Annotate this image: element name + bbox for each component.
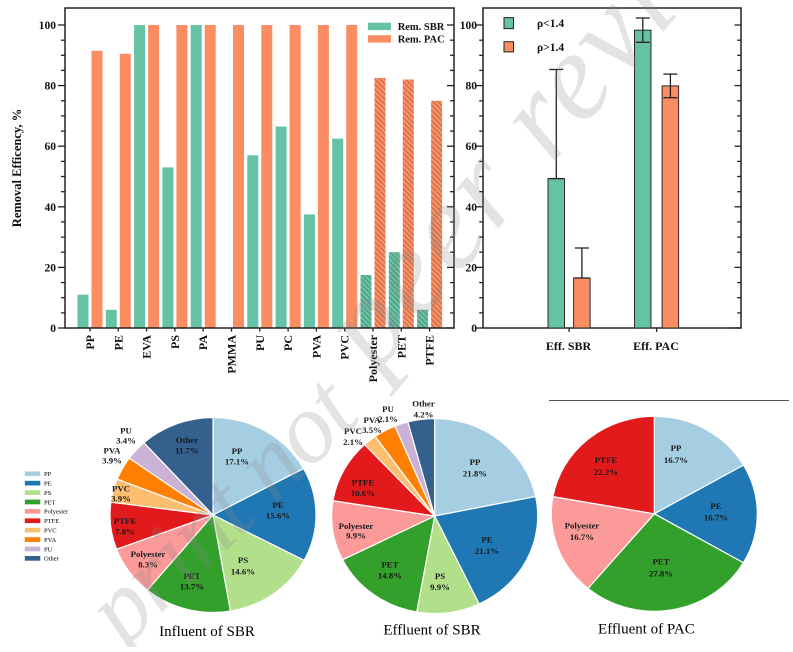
svg-text:PVC: PVC (344, 426, 362, 436)
svg-text:PTFE: PTFE (44, 518, 59, 525)
svg-text:14.6%: 14.6% (231, 567, 255, 577)
svg-text:PS: PS (168, 335, 182, 349)
svg-text:7.8%: 7.8% (115, 527, 135, 537)
svg-text:PU: PU (253, 335, 267, 351)
svg-text:Other: Other (176, 435, 199, 445)
svg-text:21.8%: 21.8% (463, 469, 487, 479)
svg-text:40: 40 (466, 202, 478, 214)
svg-text:15.6%: 15.6% (266, 511, 290, 521)
svg-text:PTFE: PTFE (595, 455, 618, 465)
svg-text:100: 100 (39, 20, 57, 32)
svg-text:8.3%: 8.3% (138, 560, 158, 570)
svg-text:Polyester: Polyester (44, 509, 69, 516)
svg-text:ρ>1.4: ρ>1.4 (537, 42, 564, 54)
svg-text:Polyester: Polyester (131, 549, 166, 559)
svg-text:60: 60 (45, 141, 57, 153)
svg-text:Eff. SBR: Eff. SBR (546, 339, 592, 353)
svg-text:17.1%: 17.1% (225, 457, 249, 467)
svg-text:PVC: PVC (338, 335, 352, 360)
svg-text:PP: PP (83, 335, 97, 350)
svg-text:Removal Efficency, %: Removal Efficency, % (10, 109, 24, 227)
svg-text:3.9%: 3.9% (111, 494, 131, 504)
svg-text:PE: PE (111, 335, 125, 350)
svg-text:9.9%: 9.9% (430, 582, 450, 592)
svg-text:Rem. SBR: Rem. SBR (398, 22, 445, 33)
svg-text:40: 40 (45, 202, 57, 214)
svg-text:PC: PC (281, 335, 295, 351)
svg-text:13.7%: 13.7% (180, 582, 204, 592)
svg-text:80: 80 (466, 81, 478, 93)
svg-text:100: 100 (460, 20, 478, 32)
svg-text:PE: PE (272, 500, 283, 510)
svg-text:PU: PU (120, 426, 132, 436)
svg-text:Eff. PAC: Eff. PAC (633, 339, 679, 353)
svg-text:PTFE: PTFE (352, 478, 375, 488)
svg-text:PE: PE (44, 481, 52, 488)
svg-text:PE: PE (710, 501, 721, 511)
svg-text:14.8%: 14.8% (378, 570, 402, 580)
svg-text:EVA: EVA (140, 335, 154, 359)
svg-text:PS: PS (238, 555, 248, 565)
svg-text:PVA: PVA (104, 446, 122, 456)
svg-text:21.1%: 21.1% (475, 546, 499, 556)
svg-text:20: 20 (466, 262, 478, 274)
svg-text:PU: PU (382, 404, 394, 414)
svg-text:PU: PU (44, 546, 53, 553)
svg-text:PP: PP (671, 443, 682, 453)
svg-text:PVA: PVA (44, 537, 56, 544)
svg-text:3.9%: 3.9% (102, 456, 122, 466)
svg-text:16.7%: 16.7% (570, 532, 594, 542)
svg-text:0: 0 (50, 323, 56, 335)
svg-text:4.2%: 4.2% (414, 410, 434, 420)
svg-text:PA: PA (196, 335, 210, 350)
svg-text:Polyester: Polyester (339, 521, 374, 531)
svg-text:2.1%: 2.1% (343, 437, 363, 447)
svg-text:PET: PET (381, 560, 398, 570)
svg-text:20: 20 (45, 262, 57, 274)
svg-text:ρ<1.4: ρ<1.4 (537, 18, 564, 30)
svg-text:Other: Other (412, 399, 435, 409)
svg-text:10.6%: 10.6% (351, 488, 375, 498)
svg-text:PP: PP (44, 471, 52, 478)
svg-text:Influent of SBR: Influent of SBR (159, 624, 255, 640)
svg-text:0: 0 (471, 323, 477, 335)
svg-text:PET: PET (652, 556, 669, 566)
svg-text:16.7%: 16.7% (704, 513, 728, 523)
svg-text:Rem. PAC: Rem. PAC (398, 35, 445, 46)
svg-text:80: 80 (45, 81, 57, 93)
svg-text:PP: PP (232, 446, 243, 456)
svg-text:PE: PE (481, 534, 492, 544)
svg-text:PVC: PVC (112, 483, 130, 493)
svg-text:60: 60 (466, 141, 478, 153)
svg-text:PVA: PVA (309, 335, 323, 358)
svg-text:11.7%: 11.7% (175, 446, 199, 456)
svg-text:PET: PET (44, 499, 56, 506)
svg-text:PS: PS (44, 490, 52, 497)
svg-text:Other: Other (44, 556, 60, 563)
svg-text:PET: PET (394, 335, 408, 358)
svg-text:PTFE: PTFE (114, 516, 137, 526)
svg-text:PVC: PVC (44, 528, 57, 535)
svg-text:3.4%: 3.4% (116, 436, 136, 446)
svg-text:PP: PP (470, 457, 481, 467)
svg-text:9.9%: 9.9% (346, 531, 366, 541)
svg-text:2.1%: 2.1% (378, 414, 398, 424)
svg-text:22.2%: 22.2% (594, 467, 618, 477)
svg-text:16.7%: 16.7% (664, 455, 688, 465)
svg-text:Effluent of SBR: Effluent of SBR (383, 623, 480, 639)
svg-text:3.5%: 3.5% (362, 425, 382, 435)
svg-text:Polyester: Polyester (565, 521, 600, 531)
svg-text:PS: PS (435, 571, 445, 581)
svg-text:Polyester: Polyester (366, 334, 380, 382)
svg-text:27.8%: 27.8% (649, 568, 673, 578)
svg-text:Effluent of PAC: Effluent of PAC (598, 622, 695, 638)
svg-text:PMMA: PMMA (225, 335, 239, 374)
svg-text:PTFE: PTFE (423, 335, 437, 366)
svg-text:PET: PET (183, 571, 200, 581)
svg-text:PVA: PVA (364, 415, 382, 425)
